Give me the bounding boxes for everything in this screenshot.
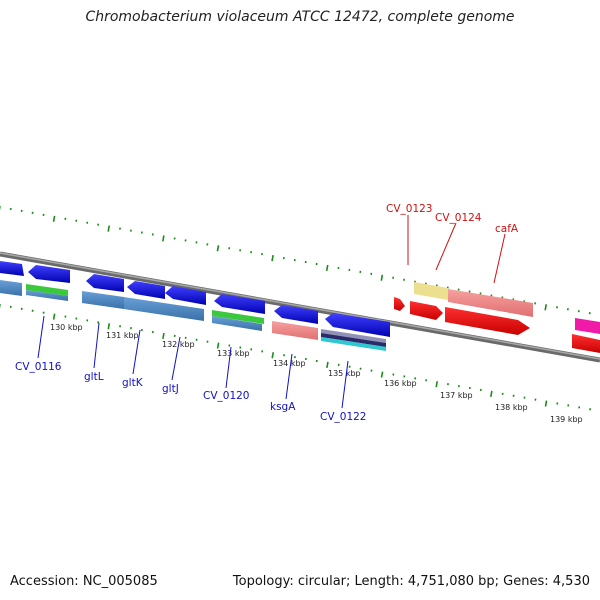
scale-label: 136 kbp: [384, 379, 417, 388]
genome-backbone: [0, 251, 600, 363]
accession-text: Accession: NC_005085: [10, 574, 158, 589]
feature-bar: [82, 291, 124, 309]
feature-bar: [124, 297, 204, 321]
feature-bar: [26, 290, 68, 301]
scale-label: 134 kbp: [273, 359, 306, 368]
gene-arrow[interactable]: [274, 305, 318, 324]
scale-tick-row: [0, 304, 592, 411]
gene-arrow[interactable]: [572, 334, 600, 353]
gene-label-gltj[interactable]: gltJ: [162, 383, 179, 395]
scale-label: 131 kbp: [106, 331, 139, 340]
scale-label: 133 kbp: [217, 349, 250, 358]
tick-mark: [107, 323, 111, 330]
forward-feature-row: [414, 282, 600, 334]
gene-arrow[interactable]: [165, 286, 206, 305]
scale-label: 135 kbp: [328, 369, 361, 378]
tick-mark: [544, 400, 548, 407]
gene-arrow[interactable]: [445, 307, 530, 335]
tick-mark: [271, 255, 274, 262]
tick-mark: [107, 225, 111, 232]
gene-arrow[interactable]: [394, 297, 405, 311]
tick-mark: [544, 304, 548, 311]
gene-label-gltl[interactable]: gltL: [84, 371, 104, 383]
forward-cds-row: [394, 297, 600, 353]
feature-bar: [26, 284, 68, 296]
genome-stats-text: Topology: circular; Length: 4,751,080 bp…: [232, 574, 590, 589]
tick-mark: [216, 342, 220, 349]
tick-mark: [162, 332, 165, 340]
scale-label: 139 kbp: [550, 415, 583, 424]
tick-mark: [435, 381, 439, 388]
feature-bar: [448, 289, 533, 317]
tick-mark: [380, 274, 384, 281]
gene-label-ksga[interactable]: ksgA: [270, 401, 296, 413]
genome-title: Chromobacterium violaceum ATCC 12472, co…: [85, 9, 515, 25]
gene-arrow[interactable]: [28, 265, 70, 283]
gene-arrow[interactable]: [410, 301, 443, 320]
gene-label-cafa[interactable]: cafA: [495, 223, 519, 235]
feature-bar: [575, 318, 600, 334]
gene-arrow[interactable]: [214, 294, 265, 314]
scale-label: 137 kbp: [440, 391, 473, 400]
reverse-cds-row: [0, 261, 390, 337]
feature-bar: [212, 310, 264, 324]
gene-arrow[interactable]: [0, 261, 24, 276]
tick-mark: [271, 352, 275, 359]
tick-mark: [162, 235, 165, 242]
gene-label-cv0124[interactable]: CV_0124: [435, 212, 482, 224]
gene-arrow[interactable]: [325, 313, 390, 337]
gene-label-cv0122[interactable]: CV_0122: [320, 411, 367, 423]
tick-mark: [326, 361, 329, 368]
tick-mark: [490, 390, 493, 397]
feature-bar: [272, 321, 318, 340]
gene-label-cv0120[interactable]: CV_0120: [203, 390, 250, 402]
feature-bar: [0, 280, 22, 296]
feature-bar: [321, 337, 386, 351]
outer-tick-row: [0, 206, 591, 315]
scale-label: 138 kbp: [495, 403, 528, 412]
gene-label-cv0116[interactable]: CV_0116: [15, 361, 62, 373]
tick-mark: [380, 371, 384, 378]
tick-mark: [52, 313, 56, 320]
gene-arrow[interactable]: [86, 274, 124, 292]
feature-bar: [414, 282, 448, 300]
gene-label-cv0123[interactable]: CV_0123: [386, 203, 433, 215]
feature-bar: [212, 316, 262, 331]
feature-bar: [321, 329, 386, 343]
gene-arrow[interactable]: [127, 281, 165, 299]
gene-label-gltk[interactable]: gltK: [122, 377, 144, 389]
tick-mark: [52, 215, 56, 222]
tick-mark: [325, 264, 329, 272]
tick-mark: [216, 245, 220, 252]
scale-label: 130 kbp: [50, 323, 83, 332]
reverse-feature-row: [0, 280, 386, 351]
feature-bar: [321, 333, 386, 347]
